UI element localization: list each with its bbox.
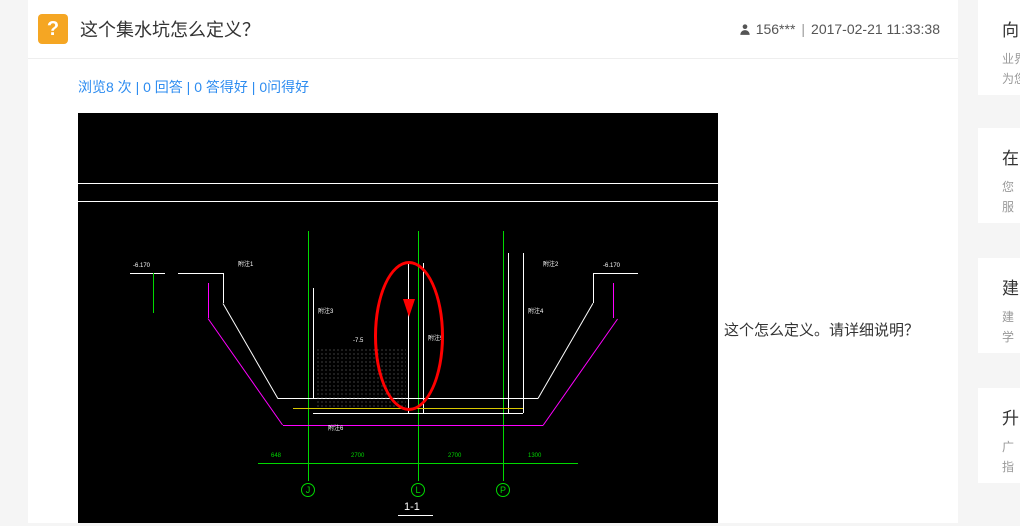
- grid-label-l: L: [411, 483, 425, 497]
- username: 156***: [756, 21, 796, 37]
- answers-stat[interactable]: 0 回答: [143, 79, 183, 95]
- views-stat[interactable]: 浏览8 次: [78, 79, 132, 95]
- grid-label-p: P: [496, 483, 510, 497]
- question-title: 这个集水坑怎么定义？: [80, 16, 738, 42]
- sidebar-card-sub: 服: [1002, 197, 1020, 217]
- sidebar-card-title: 向: [1002, 16, 1020, 41]
- sidebar-card-sub: 学: [1002, 327, 1020, 347]
- sidebar-card-2[interactable]: 在 您 服: [978, 128, 1020, 223]
- meta-separator: |: [801, 21, 805, 37]
- sidebar-card-3[interactable]: 建 建 学: [978, 258, 1020, 353]
- sidebar-card-sub: 业界: [1002, 49, 1020, 69]
- sidebar-card-sub: 指: [1002, 457, 1020, 477]
- stats-row: 浏览8 次 | 0 回答 | 0 答得好 | 0问得好: [28, 59, 958, 113]
- question-meta: 156*** | 2017-02-21 11:33:38: [738, 21, 940, 37]
- question-mark-icon: ?: [38, 14, 68, 44]
- sidebar-card-title: 升: [1002, 404, 1020, 429]
- question-card: ? 这个集水坑怎么定义？ 156*** | 2017-02-21 11:33:3…: [28, 0, 958, 523]
- sidebar-card-sub: 为您: [1002, 69, 1020, 89]
- annotation-oval: [374, 261, 444, 411]
- sidebar-card-4[interactable]: 升 广 指: [978, 388, 1020, 483]
- question-description: 这个怎么定义。请详细说明？: [724, 319, 919, 340]
- sidebar-card-sub: 广: [1002, 437, 1020, 457]
- question-content: J L P 648 2700 2700 1300 -6.170 -6.170: [28, 113, 958, 523]
- section-label: 1-1: [404, 501, 420, 513]
- question-header: ? 这个集水坑怎么定义？ 156*** | 2017-02-21 11:33:3…: [28, 0, 958, 59]
- sidebar-card-title: 建: [1002, 274, 1020, 299]
- user-icon: [738, 22, 752, 36]
- sidebar-card-sub: 您: [1002, 177, 1020, 197]
- annotation-arrow-icon: [403, 299, 415, 317]
- cad-drawing: J L P 648 2700 2700 1300 -6.170 -6.170: [78, 113, 718, 523]
- sidebar-card-sub: 建: [1002, 307, 1020, 327]
- grid-label-j: J: [301, 483, 315, 497]
- sidebar-card-title: 在: [1002, 144, 1020, 169]
- sidebar-card-1[interactable]: 向 业界 为您: [978, 0, 1020, 95]
- timestamp: 2017-02-21 11:33:38: [811, 21, 940, 37]
- good-answers-stat[interactable]: 0 答得好: [194, 79, 248, 95]
- good-questions-stat[interactable]: 0问得好: [259, 79, 309, 95]
